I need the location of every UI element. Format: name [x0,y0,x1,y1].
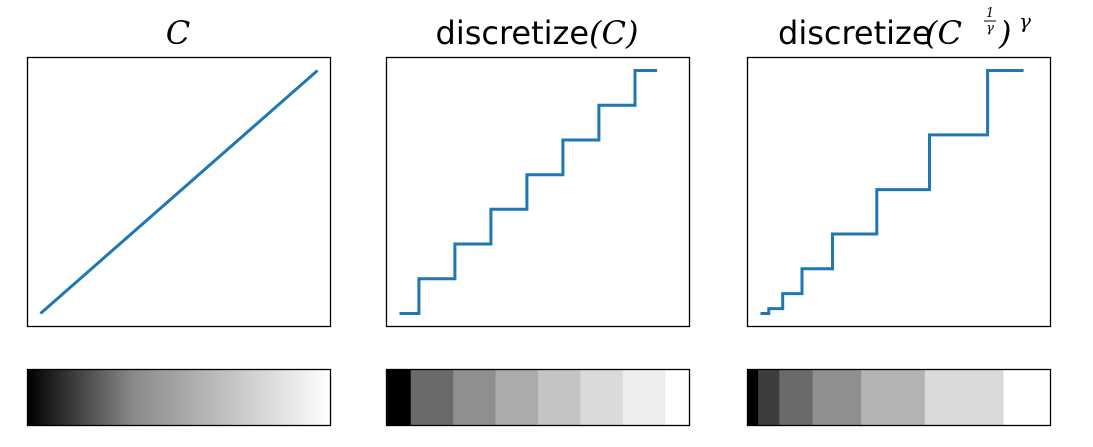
panel-2-title-math: (C) [589,14,638,52]
panel-3-series-line [760,69,1024,315]
panel-3-colorbar-band [747,369,759,426]
panel-1-plot [26,56,332,328]
panel-2-title-prefix: discretize [436,14,590,52]
panel-3-title-math: (C [925,14,962,52]
panel-3-colorbar-band [924,369,1004,426]
panel-1-colorbar-frame [26,368,332,427]
panel-2-colorbar-band [665,369,690,426]
panel-3-frame [746,56,1052,328]
panel-3-title-outer-sup: γ [1019,9,1031,33]
panel-2-colorbar-band [538,369,581,426]
panel-2-colorbar-band [386,369,412,426]
panel-3-colorbar [746,368,1052,427]
panel-3-colorbar-band [758,369,780,426]
panel-3-title: discretize (C 1 γ ) γ [778,6,1031,52]
panel-3-title-math-tail: ) [998,14,1011,52]
panel-3-colorbar-frame [746,368,1052,427]
panel-2-colorbar-frame [385,368,691,427]
panel-3-title-sup-num: 1 [986,6,994,21]
panel-2-series-line [399,69,658,315]
panel-3-title-prefix: discretize [778,14,932,52]
panel-2-title: discretize(C) [436,14,639,52]
panel-2-frame [385,56,691,328]
panel-2-plot [385,56,691,328]
panel-2-colorbar-band [580,369,624,426]
panel-1-title: C [166,14,190,52]
panel-3-title-sup-den: γ [986,21,994,36]
panel-2-colorbar-band [495,369,539,426]
panel-3-colorbar-band [779,369,814,426]
panel-3-colorbar-band [861,369,926,426]
panel-3-colorbar-band [1003,369,1051,426]
panel-1-colorbar-fill [27,369,331,426]
panel-2-colorbar-band [453,369,496,426]
panel-2-colorbar-band [622,369,666,426]
panel-3-plot [746,56,1052,328]
panel-1-colorbar [26,368,332,427]
panel-2-colorbar [385,368,691,427]
panel-3-colorbar-band [812,369,862,426]
panel-1-series-line [39,69,319,315]
panel-2-colorbar-band [410,369,454,426]
